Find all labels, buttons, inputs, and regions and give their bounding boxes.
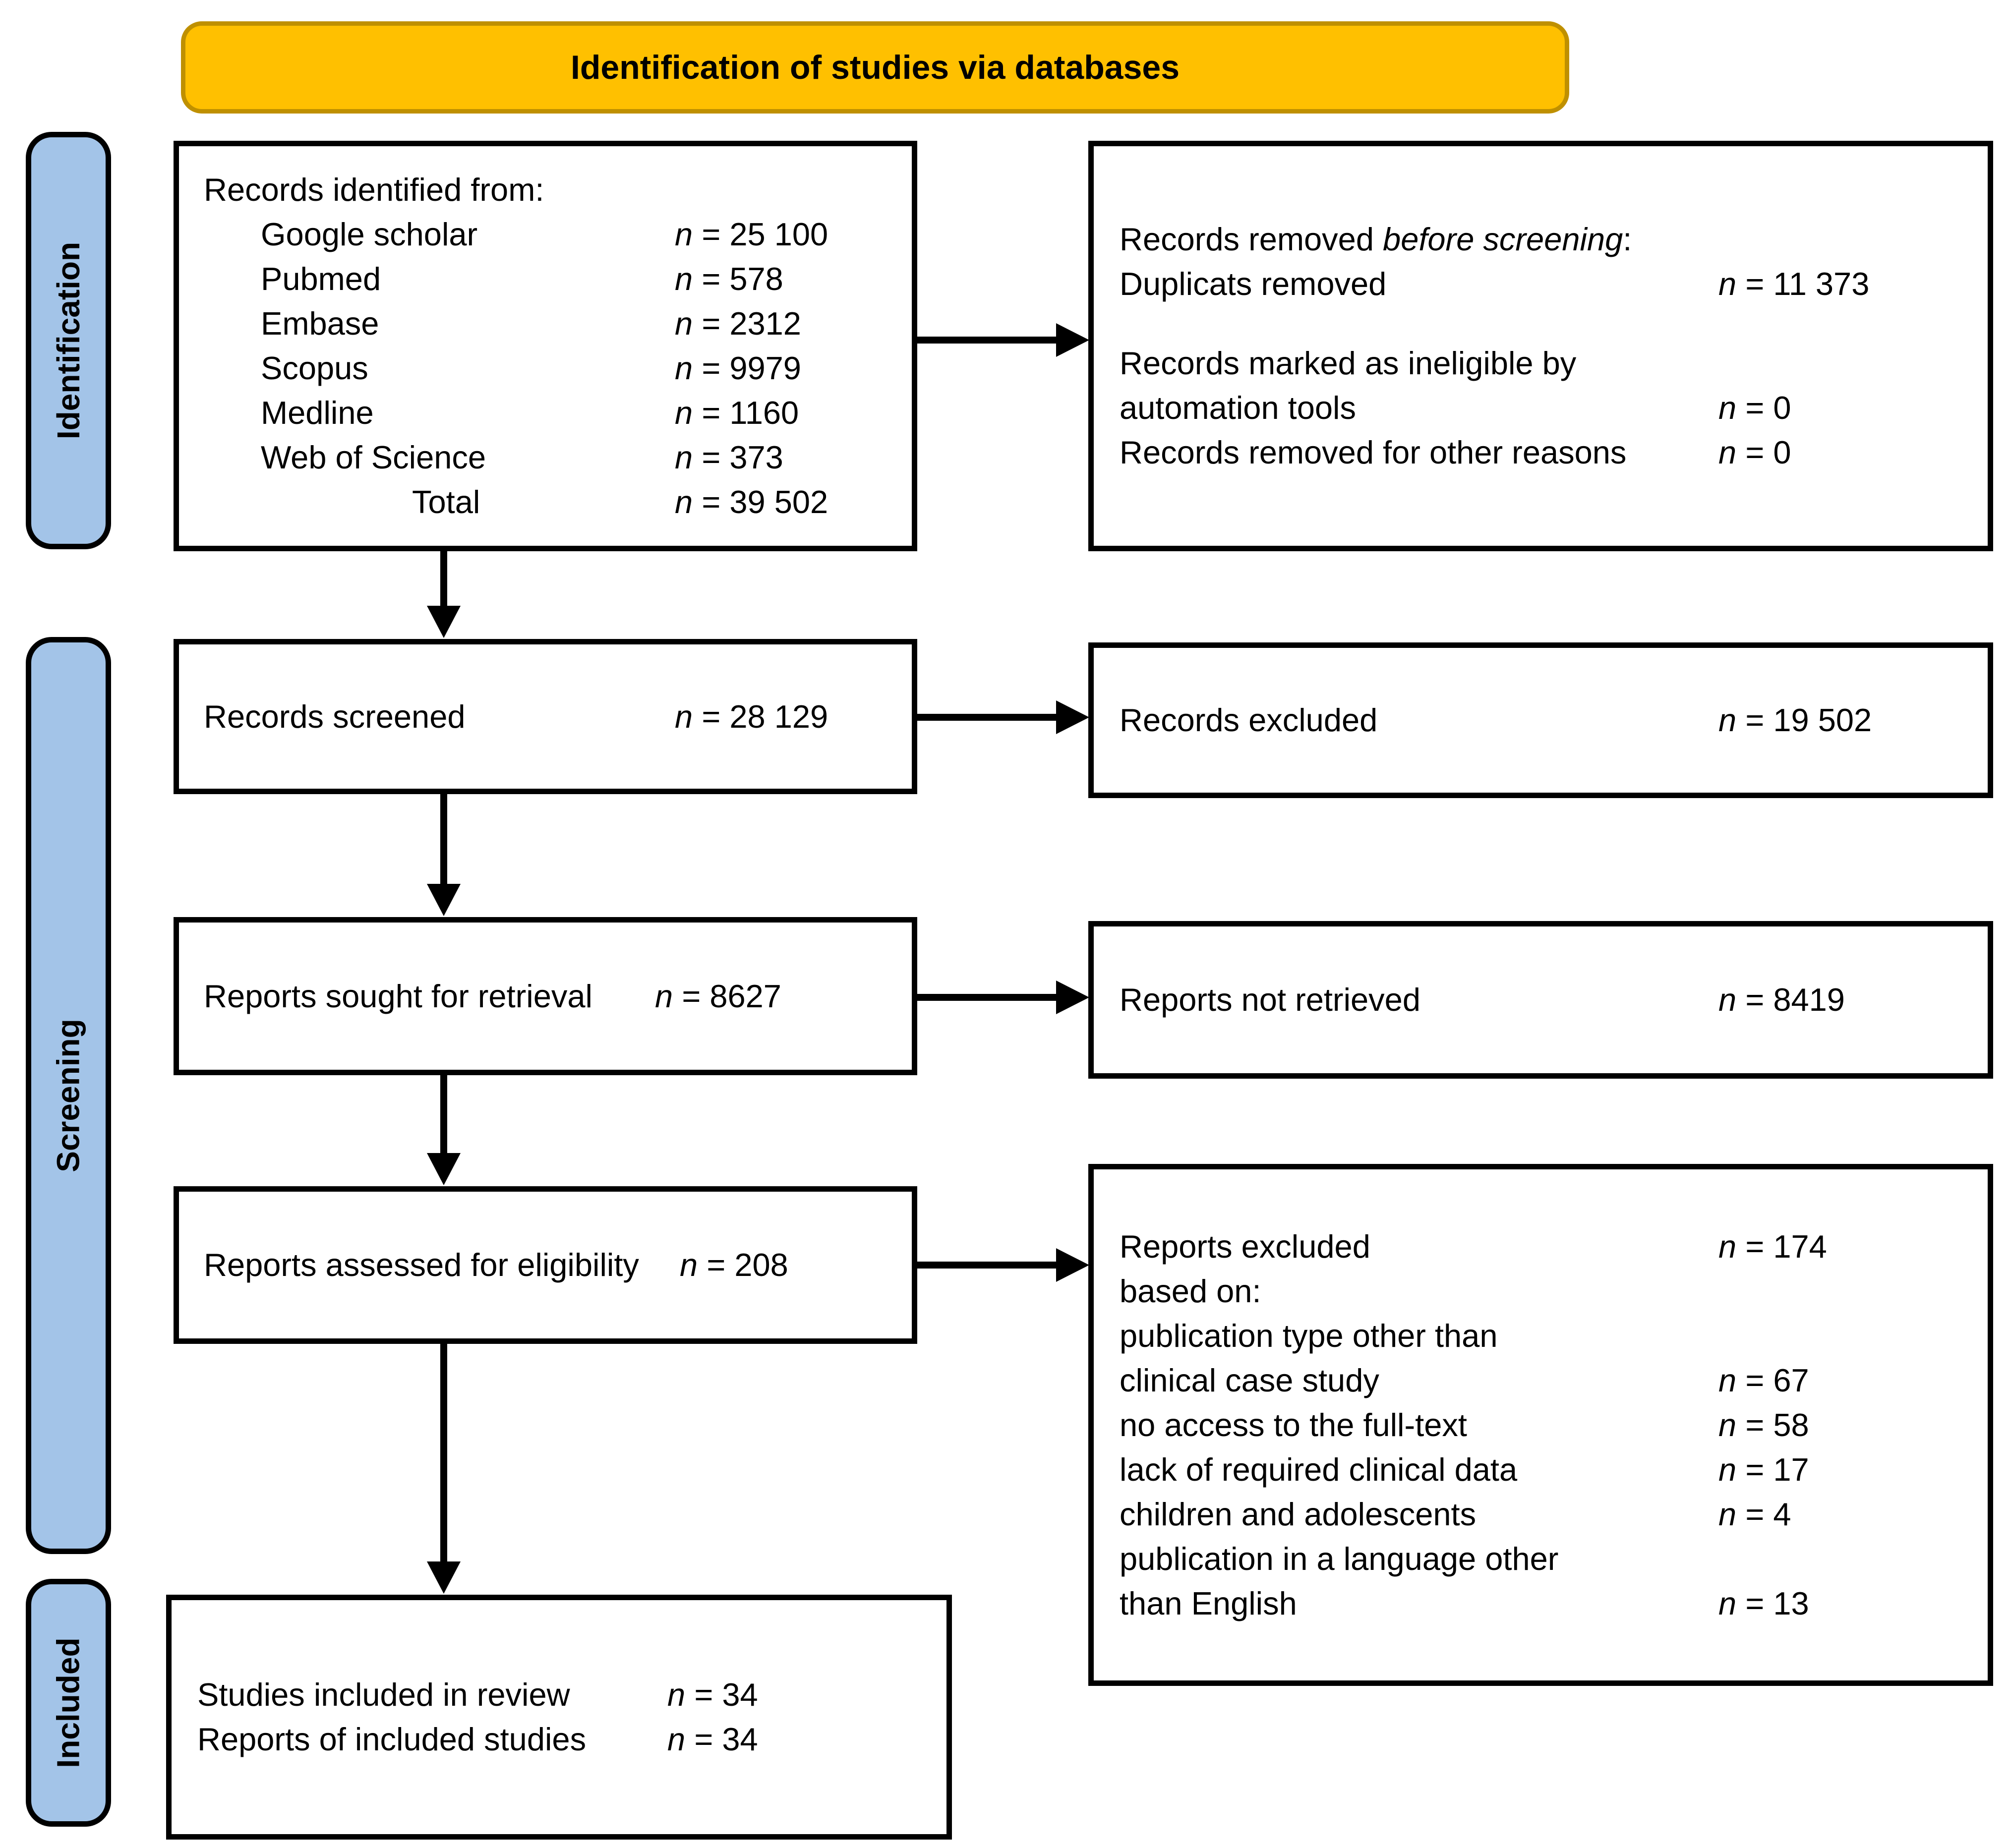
arrow-assessed-to-included [427, 1344, 461, 1594]
reports-sought-row: Reports sought for retrieval n = 8627 [204, 978, 781, 1014]
publication-type-row-2: clinical case study n = 67 [1120, 1362, 1809, 1398]
box-records-removed: Records removed before screening: Duplic… [1088, 141, 1993, 551]
box-reports-excluded: Reports excluded n = 174 based on: public… [1088, 1164, 1993, 1686]
no-access-row: no access to the full-text n = 58 [1120, 1406, 1809, 1443]
arrow-identified-to-screened [427, 551, 461, 638]
records-removed-title: Records removed before screening: [1120, 221, 1632, 257]
based-on-row: based on: [1120, 1272, 1261, 1309]
stage-identification: Identification [26, 132, 111, 549]
ineligible-by-automation-row-1: Records marked as ineligible by [1120, 345, 1577, 381]
box-studies-included: Studies included in review n = 34 Reports… [166, 1595, 952, 1840]
arrow-assessed-to-reports-excluded [917, 1248, 1089, 1282]
studies-included-row: Studies included in review n = 34 [197, 1676, 758, 1713]
children-adolescents-row: children and adolescents n = 4 [1120, 1496, 1791, 1532]
records-excluded-row: Records excluded n = 19 502 [1120, 702, 1872, 738]
reports-not-retrieved-row: Reports not retrieved n = 8419 [1120, 982, 1845, 1018]
arrow-sought-to-assessed [427, 1075, 461, 1185]
duplicates-removed-row: Duplicats removed n = 11 373 [1120, 266, 1870, 302]
source-row-embase: Embase n = 2312 [261, 305, 801, 342]
source-row-google-scholar: Google scholar n = 25 100 [261, 216, 828, 252]
banner-title: Identification of studies via databases [570, 49, 1180, 86]
records-screened-row: Records screened n = 28 129 [204, 698, 828, 735]
box-reports-not-retrieved: Reports not retrieved n = 8419 [1088, 921, 1993, 1079]
ineligible-by-automation-row-2: automation tools n = 0 [1120, 390, 1791, 426]
arrow-screened-to-excluded [917, 700, 1089, 734]
removed-other-reasons-row: Records removed for other reasons n = 0 [1120, 434, 1791, 470]
banner: Identification of studies via databases [181, 21, 1569, 114]
language-row-2: than English n = 13 [1120, 1585, 1809, 1621]
box-reports-assessed: Reports assessed for eligibility n = 208 [174, 1186, 917, 1344]
box-records-identified: Records identified from: Google scholar … [174, 141, 917, 551]
box-reports-sought: Reports sought for retrieval n = 8627 [174, 917, 917, 1075]
source-row-scopus: Scopus n = 9979 [261, 350, 801, 386]
publication-type-row-1: publication type other than [1120, 1317, 1498, 1354]
reports-assessed-row: Reports assessed for eligibility n = 208 [204, 1247, 788, 1283]
stage-screening: Screening [26, 637, 111, 1554]
reports-excluded-row: Reports excluded n = 174 [1120, 1228, 1827, 1265]
stage-identification-label: Identification [51, 241, 86, 440]
source-row-pubmed: Pubmed n = 578 [261, 261, 783, 297]
source-row-web-of-science: Web of Science n = 373 [261, 439, 783, 475]
box-records-screened: Records screened n = 28 129 [174, 639, 917, 794]
stage-included: Included [26, 1579, 111, 1827]
records-identified-title: Records identified from: [204, 172, 544, 208]
source-row-medline: Medline n = 1160 [261, 395, 799, 431]
box-records-excluded: Records excluded n = 19 502 [1088, 642, 1993, 798]
blank-line [1094, 306, 1988, 341]
language-row-1: publication in a language other [1120, 1540, 1559, 1577]
source-row-total: Total n = 39 502 [412, 484, 828, 520]
stage-included-label: Included [51, 1637, 86, 1768]
reports-included-row: Reports of included studies n = 34 [197, 1721, 758, 1757]
stage-screening-label: Screening [51, 1019, 86, 1172]
lack-of-data-row: lack of required clinical data n = 17 [1120, 1451, 1809, 1488]
arrow-sought-to-not-retrieved [917, 981, 1089, 1014]
arrow-screened-to-sought [427, 794, 461, 916]
arrow-identified-to-removed [917, 323, 1089, 357]
